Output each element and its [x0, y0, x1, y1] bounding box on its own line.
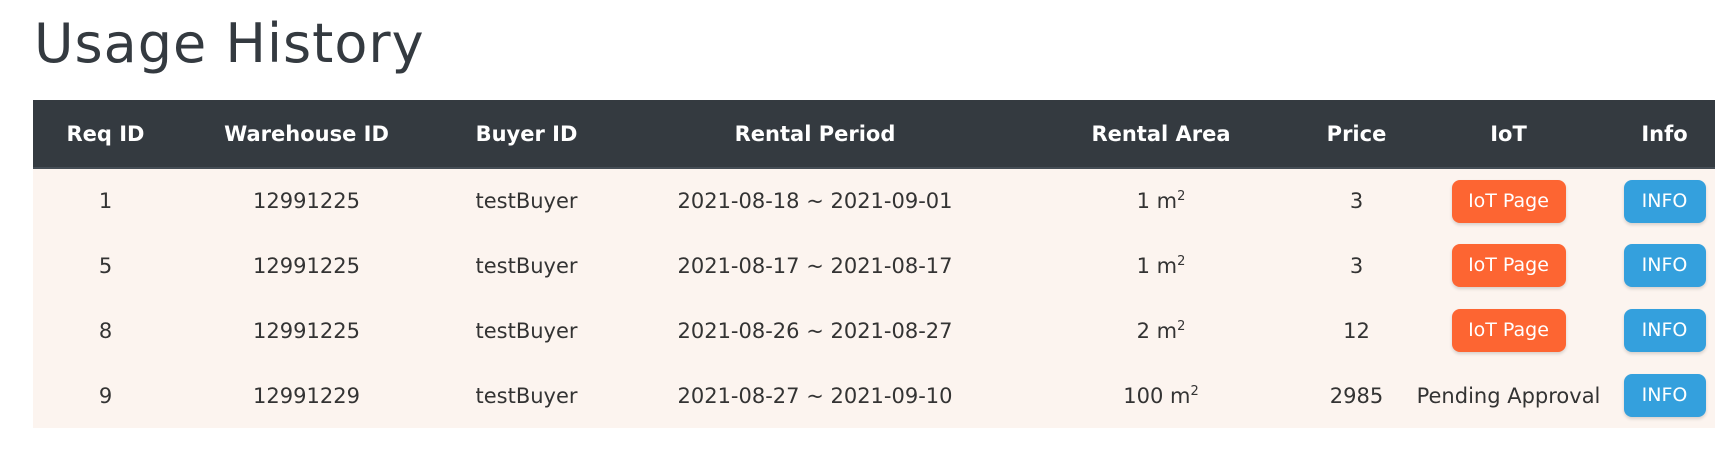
cell-warehouse-id: 12991225	[253, 318, 360, 343]
area-value: 1 m	[1136, 253, 1178, 278]
cell-price: 2985	[1329, 383, 1384, 408]
cell-iot: Pending Approval	[1403, 363, 1614, 428]
cell-rental-area: 100 m2	[1012, 363, 1310, 428]
cell-rental-period: 2021-08-27 ~ 2021-09-10	[677, 383, 953, 408]
iot-page-button[interactable]: IoT Page	[1451, 309, 1566, 352]
header-iot: IoT	[1403, 100, 1614, 169]
table-header-row: Req ID Warehouse ID Buyer ID Rental Peri…	[33, 100, 1715, 169]
info-button[interactable]: INFO	[1623, 244, 1706, 287]
cell-buyer-id: testBuyer	[475, 253, 578, 278]
cell-warehouse-id: 12991225	[253, 253, 360, 278]
cell-price: 3	[1349, 253, 1364, 278]
cell-info: INFO	[1614, 298, 1715, 363]
cell-rental-area: 1 m2	[1012, 233, 1310, 298]
area-value: 1 m	[1136, 189, 1178, 213]
header-info: Info	[1614, 100, 1715, 169]
cell-iot: IoT Page	[1403, 233, 1614, 298]
cell-req-id: 5	[98, 253, 113, 278]
area-unit-superscript: 2	[1177, 189, 1186, 204]
cell-req-id: 1	[98, 189, 113, 213]
iot-pending-status: Pending Approval	[1416, 383, 1601, 408]
table-row: 5 12991225 testBuyer 2021-08-17 ~ 2021-0…	[33, 233, 1715, 298]
cell-warehouse-id: 12991225	[253, 189, 360, 213]
cell-buyer-id: testBuyer	[475, 383, 578, 408]
table-row: 8 12991225 testBuyer 2021-08-26 ~ 2021-0…	[33, 298, 1715, 363]
header-price: Price	[1310, 100, 1403, 169]
area-value: 2 m	[1136, 318, 1178, 343]
area-unit-superscript: 2	[1190, 383, 1199, 399]
cell-info: INFO	[1614, 233, 1715, 298]
cell-iot: IoT Page	[1403, 298, 1614, 363]
cell-rental-period: 2021-08-17 ~ 2021-08-17	[677, 253, 953, 278]
usage-history-table-container: Req ID Warehouse ID Buyer ID Rental Peri…	[33, 100, 1715, 428]
iot-page-button[interactable]: IoT Page	[1451, 179, 1566, 223]
cell-buyer-id: testBuyer	[475, 189, 578, 213]
cell-rental-period: 2021-08-18 ~ 2021-09-01	[677, 189, 953, 213]
area-value: 100 m	[1123, 383, 1191, 408]
header-warehouse-id: Warehouse ID	[178, 100, 435, 169]
page-title: Usage History	[34, 12, 425, 75]
cell-info: INFO	[1614, 168, 1715, 233]
header-rental-period: Rental Period	[618, 100, 1012, 169]
table-row: 1 12991225 testBuyer 2021-08-18 ~ 2021-0…	[33, 168, 1715, 233]
cell-rental-area: 1 m2	[1012, 168, 1310, 233]
info-button[interactable]: INFO	[1623, 309, 1706, 352]
header-buyer-id: Buyer ID	[435, 100, 618, 169]
header-rental-area: Rental Area	[1012, 100, 1310, 169]
cell-price: 12	[1343, 318, 1370, 343]
info-button[interactable]: INFO	[1623, 374, 1706, 417]
cell-rental-area: 2 m2	[1012, 298, 1310, 363]
cell-iot: IoT Page	[1403, 168, 1614, 233]
cell-req-id: 9	[98, 383, 113, 408]
usage-history-table: Req ID Warehouse ID Buyer ID Rental Peri…	[33, 100, 1715, 428]
header-req-id: Req ID	[33, 100, 178, 169]
iot-page-button[interactable]: IoT Page	[1451, 244, 1566, 287]
info-button[interactable]: INFO	[1623, 179, 1706, 223]
area-unit-superscript: 2	[1177, 253, 1186, 269]
table-row: 9 12991229 testBuyer 2021-08-27 ~ 2021-0…	[33, 363, 1715, 428]
cell-rental-period: 2021-08-26 ~ 2021-08-27	[677, 318, 953, 343]
cell-warehouse-id: 12991229	[253, 383, 360, 408]
area-unit-superscript: 2	[1177, 318, 1186, 334]
cell-req-id: 8	[98, 318, 113, 343]
cell-price: 3	[1349, 189, 1364, 213]
cell-buyer-id: testBuyer	[475, 318, 578, 343]
cell-info: INFO	[1614, 363, 1715, 428]
